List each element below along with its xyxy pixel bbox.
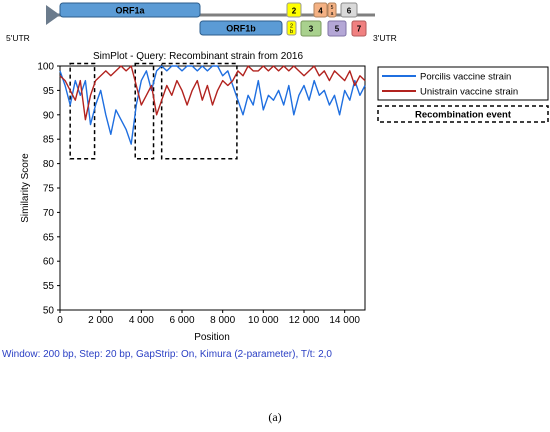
y-tick-label: 85 bbox=[43, 135, 55, 146]
svg-text:b: b bbox=[290, 29, 293, 35]
series-lines bbox=[59, 65, 366, 145]
orf7-box bbox=[351, 20, 367, 37]
orf3-box bbox=[300, 20, 322, 37]
x-tick-label: 2 000 bbox=[88, 315, 113, 326]
orf5a-label: 5 bbox=[331, 5, 334, 11]
y-axis-ticks: 50 55 60 65 70 75 80 85 90 95 100 bbox=[37, 62, 60, 317]
orf1b-box bbox=[199, 20, 283, 36]
genome-map: ORF1a ORF1b 2 2 b 3 4 5 a 5 6 7 5'UTR 3'… bbox=[6, 2, 397, 43]
x-tick-label: 0 bbox=[57, 315, 63, 326]
recombination-event-box-2 bbox=[160, 62, 238, 160]
svg-text:a: a bbox=[331, 11, 334, 17]
orf5a-box bbox=[327, 2, 337, 18]
plot-frame bbox=[59, 65, 366, 311]
y-tick-label: 60 bbox=[43, 257, 55, 268]
x-tick-label: 10 000 bbox=[248, 315, 279, 326]
orf4-box bbox=[313, 2, 328, 18]
utr3-label: 3'UTR bbox=[373, 33, 397, 43]
orf6-box bbox=[340, 2, 358, 18]
window-settings-caption: Window: 200 bp, Step: 20 bp, GapStrip: O… bbox=[2, 349, 332, 360]
y-tick-label: 95 bbox=[43, 86, 55, 97]
orf7-label: 7 bbox=[357, 25, 362, 34]
plot-area: 50 55 60 65 70 75 80 85 90 95 100 0 2 000 4 000 6 000… bbox=[37, 62, 366, 326]
y-axis-label: Similarity Score bbox=[20, 153, 31, 223]
y-tick-label: 65 bbox=[43, 232, 55, 243]
panel-label: (a) bbox=[268, 410, 282, 424]
y-tick-label: 75 bbox=[43, 184, 55, 195]
x-tick-label: 6 000 bbox=[169, 315, 194, 326]
utr5-label: 5'UTR bbox=[6, 33, 30, 43]
legend-label-unistrain: Unistrain vaccine strain bbox=[420, 87, 518, 98]
legend-label-recombination: Recombination event bbox=[415, 110, 512, 121]
orf1a-box bbox=[59, 2, 201, 18]
y-tick-label: 70 bbox=[43, 208, 55, 219]
y-tick-label: 100 bbox=[37, 62, 54, 73]
x-tick-label: 12 000 bbox=[289, 315, 320, 326]
orf5-label: 5 bbox=[335, 25, 340, 34]
orf2a-box bbox=[286, 2, 302, 18]
orf2a-label: 2 bbox=[292, 7, 297, 16]
legend-box bbox=[377, 66, 549, 101]
x-tick-label: 4 000 bbox=[129, 315, 154, 326]
orf1a-label: ORF1a bbox=[115, 6, 145, 16]
series-line-0 bbox=[59, 65, 366, 145]
orf1b-label: ORF1b bbox=[226, 24, 256, 34]
x-tick-label: 14 000 bbox=[329, 315, 360, 326]
chart-title: SimPlot - Query: Recombinant strain from… bbox=[93, 51, 304, 62]
orf3-label: 3 bbox=[309, 25, 314, 34]
legend-recombination-box bbox=[377, 105, 549, 123]
orf5-box bbox=[327, 20, 347, 37]
orf4-label: 4 bbox=[318, 7, 323, 16]
y-tick-label: 80 bbox=[43, 159, 55, 170]
orf6-label: 6 bbox=[347, 7, 352, 16]
series-line-1 bbox=[59, 65, 366, 121]
x-tick-label: 8 000 bbox=[210, 315, 235, 326]
legend-label-porcilis: Porcilis vaccine strain bbox=[420, 72, 511, 83]
orf2b-box bbox=[286, 20, 297, 36]
y-tick-label: 50 bbox=[43, 306, 55, 317]
x-axis-ticks: 0 2 000 4 000 6 000 8 000 10 000 12 000 14 000 bbox=[57, 310, 360, 326]
orf2b-label: 2 bbox=[290, 24, 293, 30]
y-tick-label: 90 bbox=[43, 110, 55, 121]
genome-start-arrow bbox=[46, 5, 60, 25]
y-tick-label: 55 bbox=[43, 281, 55, 292]
recombination-event-box-1 bbox=[134, 62, 155, 160]
x-axis-label: Position bbox=[194, 332, 230, 343]
legend: Porcilis vaccine strain Unistrain vaccin… bbox=[377, 66, 549, 123]
